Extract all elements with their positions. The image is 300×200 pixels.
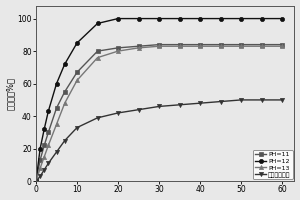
PH=13	[46, 144, 50, 147]
未改性火山岩	[116, 112, 120, 114]
未改性火山岩	[38, 175, 42, 178]
PH=11	[137, 45, 140, 47]
PH=13	[198, 45, 202, 47]
PH=12	[157, 17, 161, 20]
PH=13	[96, 56, 99, 59]
PH=12	[137, 17, 140, 20]
PH=13	[38, 167, 42, 169]
Line: PH=13: PH=13	[34, 44, 284, 183]
PH=11	[178, 43, 181, 46]
PH=12	[239, 17, 243, 20]
Legend: PH=11, PH=12, PH=13, 未改性火山岩: PH=11, PH=12, PH=13, 未改性火山岩	[253, 150, 292, 179]
Y-axis label: 降解率（%）: 降解率（%）	[6, 77, 15, 110]
PH=11	[280, 43, 284, 46]
PH=12	[116, 17, 120, 20]
PH=13	[137, 47, 140, 49]
PH=13	[219, 45, 222, 47]
PH=13	[55, 123, 58, 126]
PH=12	[63, 63, 67, 65]
未改性火山岩	[157, 105, 161, 108]
PH=11	[63, 91, 67, 93]
PH=13	[116, 50, 120, 52]
未改性火山岩	[178, 104, 181, 106]
未改性火山岩	[260, 99, 263, 101]
PH=13	[178, 45, 181, 47]
Line: 未改性火山岩: 未改性火山岩	[34, 98, 284, 183]
PH=12	[34, 180, 38, 182]
PH=11	[75, 71, 79, 73]
未改性火山岩	[55, 151, 58, 153]
PH=12	[38, 148, 42, 150]
PH=12	[75, 42, 79, 44]
PH=11	[42, 144, 46, 147]
PH=11	[198, 43, 202, 46]
未改性火山岩	[46, 162, 50, 165]
未改性火山岩	[75, 126, 79, 129]
PH=13	[34, 180, 38, 182]
未改性火山岩	[219, 100, 222, 103]
PH=12	[178, 17, 181, 20]
PH=12	[46, 110, 50, 113]
PH=13	[63, 102, 67, 104]
未改性火山岩	[42, 169, 46, 171]
PH=11	[219, 43, 222, 46]
未改性火山岩	[34, 180, 38, 182]
PH=11	[260, 43, 263, 46]
PH=11	[46, 131, 50, 134]
PH=12	[260, 17, 263, 20]
PH=13	[280, 45, 284, 47]
未改性火山岩	[63, 139, 67, 142]
PH=11	[34, 180, 38, 182]
Line: PH=11: PH=11	[34, 43, 284, 183]
PH=12	[280, 17, 284, 20]
Line: PH=12: PH=12	[34, 16, 284, 183]
未改性火山岩	[198, 102, 202, 104]
PH=12	[55, 82, 58, 85]
PH=13	[239, 45, 243, 47]
PH=11	[239, 43, 243, 46]
PH=12	[42, 128, 46, 130]
PH=13	[260, 45, 263, 47]
PH=12	[96, 22, 99, 25]
未改性火山岩	[96, 117, 99, 119]
PH=12	[198, 17, 202, 20]
PH=11	[116, 47, 120, 49]
PH=13	[157, 45, 161, 47]
PH=11	[55, 107, 58, 109]
PH=13	[75, 79, 79, 82]
PH=11	[38, 159, 42, 161]
PH=12	[219, 17, 222, 20]
未改性火山岩	[280, 99, 284, 101]
未改性火山岩	[137, 108, 140, 111]
未改性火山岩	[239, 99, 243, 101]
PH=11	[96, 50, 99, 52]
PH=11	[157, 43, 161, 46]
PH=13	[42, 156, 46, 158]
